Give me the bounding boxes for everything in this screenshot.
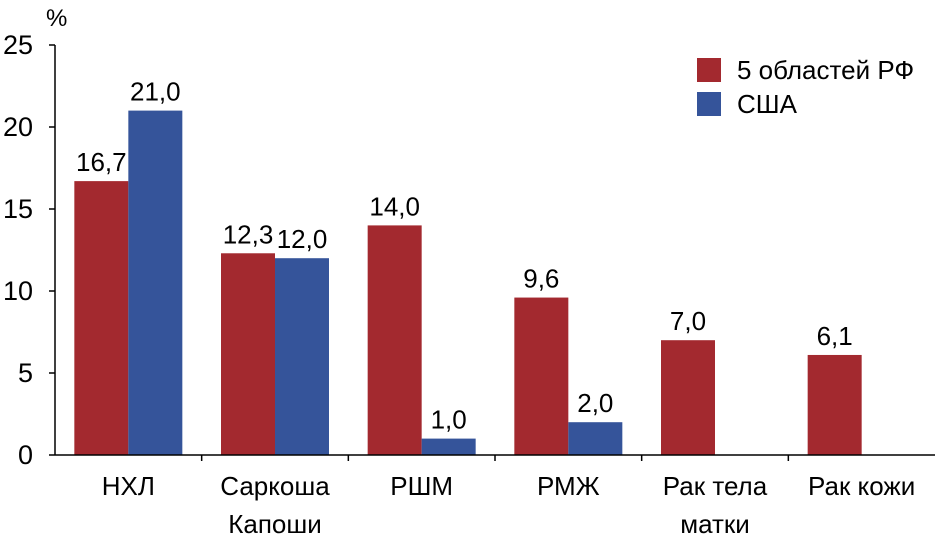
x-category-label: Рак кожи xyxy=(808,471,915,501)
legend: 5 областей РФ США xyxy=(697,55,914,119)
bar-rf xyxy=(514,297,569,455)
y-axis: 0 5 10 15 20 25 xyxy=(3,30,56,470)
data-label: 9,6 xyxy=(523,264,559,294)
data-label: 7,0 xyxy=(670,306,706,336)
data-label: 14,0 xyxy=(369,191,420,221)
y-tick-label: 20 xyxy=(3,112,33,142)
bar-rf xyxy=(221,253,275,455)
x-category-label: НХЛ xyxy=(102,471,155,501)
bar-rf xyxy=(367,225,422,455)
legend-swatch xyxy=(697,92,721,116)
legend-label: 5 областей РФ xyxy=(737,55,914,85)
y-tick-label: 10 xyxy=(3,276,33,306)
bars xyxy=(74,110,862,455)
value-labels: 16,7 21,0 12,3 12,0 14,0 1,0 9,6 2,0 7,0 6,1 xyxy=(76,77,853,435)
data-label: 16,7 xyxy=(76,147,127,177)
bar-usa xyxy=(128,110,183,455)
bar-usa xyxy=(568,422,623,455)
x-category-label: Капоши xyxy=(228,509,322,539)
y-tick-label: 25 xyxy=(3,30,33,60)
x-category-label: Рак тела xyxy=(663,471,768,501)
y-axis-unit-label: % xyxy=(46,5,67,32)
y-tick-label: 15 xyxy=(3,194,33,224)
bar-usa xyxy=(275,258,329,455)
legend-swatch xyxy=(697,58,721,82)
x-axis: НХЛ Саркоша Капоши РШМ РМЖ Рак тела матки Рак к… xyxy=(55,454,935,539)
x-category-label: РШМ xyxy=(390,471,453,501)
data-label: 2,0 xyxy=(577,388,613,418)
bar-rf xyxy=(661,340,715,455)
bar-rf xyxy=(807,354,862,455)
data-label: 12,0 xyxy=(277,224,328,254)
x-category-label: Саркоша xyxy=(220,471,330,501)
y-tick-label: 5 xyxy=(18,358,33,388)
bar-rf xyxy=(74,181,129,455)
data-label: 6,1 xyxy=(817,321,853,351)
x-category-label: матки xyxy=(680,509,750,539)
y-tick-label: 0 xyxy=(18,440,33,470)
x-category-label: РМЖ xyxy=(537,471,600,501)
data-label: 21,0 xyxy=(130,77,181,107)
data-label: 1,0 xyxy=(431,405,467,435)
data-label: 12,3 xyxy=(223,219,274,249)
legend-label: США xyxy=(737,89,798,119)
bar-usa xyxy=(421,438,476,455)
